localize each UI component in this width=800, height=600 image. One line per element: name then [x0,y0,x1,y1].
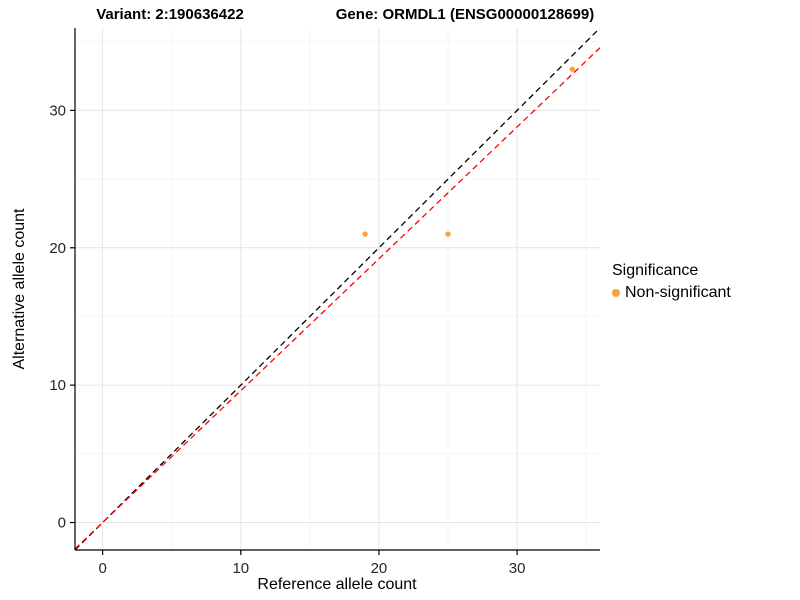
legend: Significance Non-significant [612,262,731,302]
y-tick-label: 10 [49,377,66,394]
data-point [445,231,451,237]
gene-title: Gene: ORMDL1 (ENSG00000128699) [335,6,595,23]
legend-entry: Non-significant [612,284,731,302]
y-axis-label: Alternative allele count [11,208,28,370]
identity-line [75,28,600,550]
data-point [362,231,368,237]
legend-title: Significance [612,262,699,279]
x-tick-label: 0 [98,560,106,577]
variant-title: Variant: 2:190636422 [96,6,244,23]
x-tick-label: 10 [232,560,249,577]
legend-entry-label: Non-significant [625,284,731,301]
x-axis-label: Reference allele count [257,576,417,593]
y-tick-label: 30 [49,102,66,119]
x-tick-label: 30 [509,560,526,577]
fit-line [75,47,600,550]
x-tick-label: 20 [371,560,388,577]
legend-point-swatch [612,289,620,297]
data-point [569,66,576,72]
y-tick-label: 20 [49,240,66,257]
y-tick-label: 0 [58,515,66,532]
